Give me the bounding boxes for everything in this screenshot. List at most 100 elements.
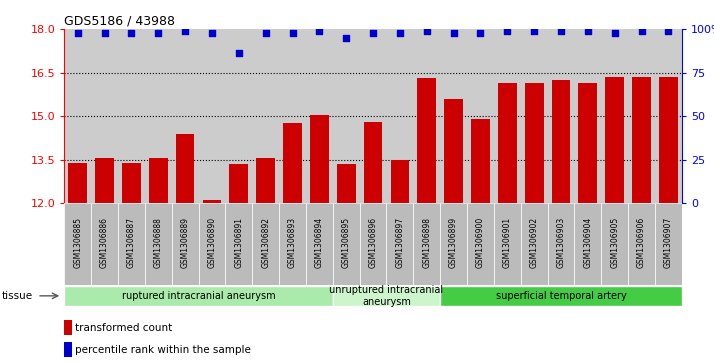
Text: GSM1306888: GSM1306888: [154, 217, 163, 268]
Bar: [391, 160, 409, 203]
Bar: [360, 203, 386, 285]
Bar: [118, 203, 145, 285]
Point: [394, 30, 406, 36]
Text: GSM1306896: GSM1306896: [368, 217, 378, 268]
Text: GSM1306891: GSM1306891: [234, 217, 243, 268]
Text: GSM1306899: GSM1306899: [449, 217, 458, 268]
Bar: [552, 80, 570, 203]
Bar: [171, 203, 198, 285]
Bar: [363, 122, 383, 203]
Bar: [659, 77, 678, 203]
Point: [153, 30, 164, 36]
Bar: [252, 203, 279, 285]
Text: GSM1306904: GSM1306904: [583, 217, 593, 268]
Bar: [548, 203, 575, 285]
Bar: [256, 158, 275, 203]
Point: [528, 28, 540, 34]
Point: [179, 28, 191, 34]
Bar: [95, 158, 114, 203]
Text: GSM1306892: GSM1306892: [261, 217, 270, 268]
Bar: [413, 203, 441, 285]
Point: [421, 28, 433, 34]
Bar: [467, 203, 494, 285]
Point: [260, 30, 271, 36]
Text: unruptured intracranial
aneurysm: unruptured intracranial aneurysm: [329, 285, 443, 307]
Text: GSM1306890: GSM1306890: [208, 217, 216, 268]
Text: GSM1306906: GSM1306906: [637, 217, 646, 268]
Text: GSM1306901: GSM1306901: [503, 217, 512, 268]
Bar: [575, 203, 601, 285]
Point: [663, 28, 674, 34]
Bar: [525, 83, 543, 203]
Bar: [632, 77, 651, 203]
FancyBboxPatch shape: [441, 286, 682, 306]
Bar: [64, 203, 91, 285]
Point: [206, 30, 218, 36]
Bar: [229, 164, 248, 203]
Text: percentile rank within the sample: percentile rank within the sample: [76, 345, 251, 355]
Text: GSM1306900: GSM1306900: [476, 217, 485, 268]
Text: GSM1306886: GSM1306886: [100, 217, 109, 268]
Text: GSM1306894: GSM1306894: [315, 217, 324, 268]
Point: [475, 30, 486, 36]
Text: GSM1306897: GSM1306897: [396, 217, 404, 268]
Bar: [601, 203, 628, 285]
Bar: [310, 115, 328, 203]
Point: [72, 30, 84, 36]
Bar: [122, 163, 141, 203]
Text: GSM1306895: GSM1306895: [342, 217, 351, 268]
Text: GSM1306887: GSM1306887: [127, 217, 136, 268]
Point: [287, 30, 298, 36]
Bar: [91, 203, 118, 285]
Bar: [471, 119, 490, 203]
Text: tissue: tissue: [1, 291, 33, 301]
Point: [233, 50, 244, 56]
Bar: [494, 203, 521, 285]
Point: [448, 30, 459, 36]
Point: [636, 28, 648, 34]
FancyBboxPatch shape: [64, 286, 333, 306]
Bar: [337, 164, 356, 203]
Text: GSM1306905: GSM1306905: [610, 217, 619, 268]
FancyBboxPatch shape: [333, 286, 441, 306]
Bar: [149, 158, 168, 203]
Point: [99, 30, 110, 36]
Text: GSM1306898: GSM1306898: [422, 217, 431, 268]
Point: [367, 30, 378, 36]
Bar: [386, 203, 413, 285]
Text: GDS5186 / 43988: GDS5186 / 43988: [64, 15, 175, 28]
Text: superficial temporal artery: superficial temporal artery: [496, 291, 626, 301]
Bar: [521, 203, 548, 285]
Bar: [498, 83, 517, 203]
Bar: [418, 78, 436, 203]
Bar: [605, 77, 624, 203]
Bar: [198, 203, 226, 285]
Point: [502, 28, 513, 34]
Bar: [279, 203, 306, 285]
Bar: [176, 134, 194, 203]
Text: GSM1306903: GSM1306903: [556, 217, 565, 268]
Point: [555, 28, 567, 34]
Point: [313, 28, 325, 34]
Bar: [333, 203, 360, 285]
Text: GSM1306907: GSM1306907: [664, 217, 673, 268]
Text: transformed count: transformed count: [76, 323, 173, 333]
Bar: [203, 200, 221, 203]
Bar: [64, 320, 71, 335]
Bar: [444, 99, 463, 203]
Text: GSM1306885: GSM1306885: [74, 217, 82, 268]
Bar: [64, 342, 71, 357]
Text: GSM1306889: GSM1306889: [181, 217, 190, 268]
Bar: [145, 203, 171, 285]
Point: [582, 28, 593, 34]
Text: ruptured intracranial aneurysm: ruptured intracranial aneurysm: [121, 291, 276, 301]
Bar: [226, 203, 252, 285]
Bar: [441, 203, 467, 285]
Bar: [578, 83, 598, 203]
Bar: [306, 203, 333, 285]
Bar: [69, 163, 87, 203]
Bar: [655, 203, 682, 285]
Point: [609, 30, 620, 36]
Bar: [628, 203, 655, 285]
Point: [126, 30, 137, 36]
